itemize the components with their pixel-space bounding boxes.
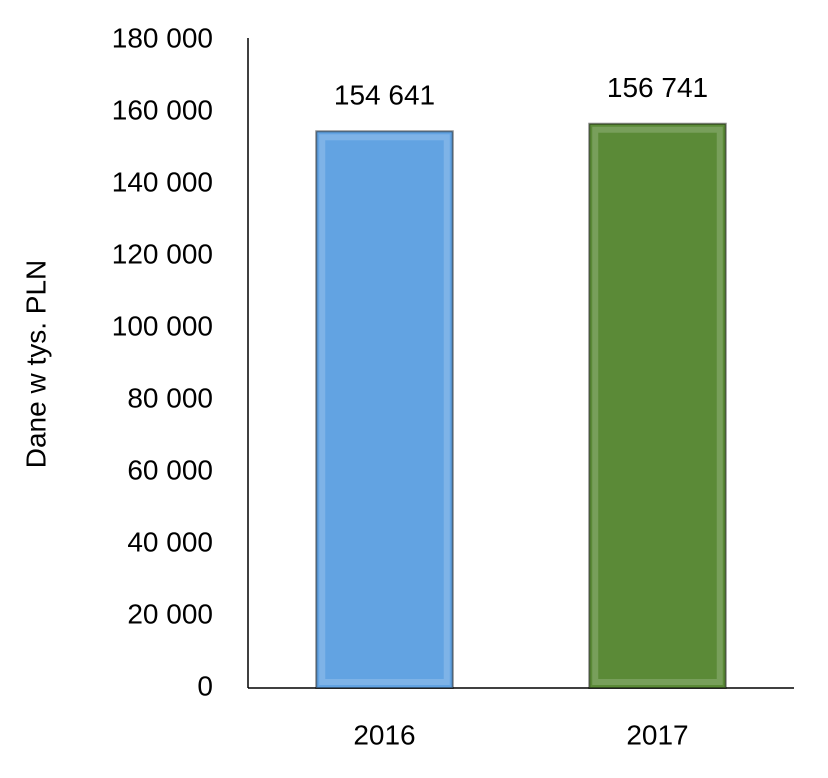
bar bbox=[315, 130, 454, 689]
y-tick-label: 180 000 bbox=[112, 22, 213, 53]
bar-bevel bbox=[319, 134, 450, 685]
y-axis-label: Dane w tys. PLN bbox=[20, 260, 51, 469]
y-tick-label: 100 000 bbox=[112, 310, 213, 341]
value-label: 154 641 bbox=[334, 80, 435, 111]
y-tick-label: 20 000 bbox=[127, 598, 213, 629]
value-label: 156 741 bbox=[607, 72, 708, 103]
x-tick-label: 2016 bbox=[353, 719, 415, 750]
y-tick-label: 40 000 bbox=[127, 526, 213, 557]
y-tick-label: 0 bbox=[197, 670, 213, 701]
x-tick-label: 2017 bbox=[626, 719, 688, 750]
y-tick-label: 120 000 bbox=[112, 238, 213, 269]
y-tick-label: 60 000 bbox=[127, 454, 213, 485]
bar-bevel bbox=[592, 126, 723, 685]
y-tick-label: 80 000 bbox=[127, 382, 213, 413]
bar bbox=[588, 122, 727, 689]
y-tick-label: 160 000 bbox=[112, 94, 213, 125]
y-tick-label: 140 000 bbox=[112, 166, 213, 197]
